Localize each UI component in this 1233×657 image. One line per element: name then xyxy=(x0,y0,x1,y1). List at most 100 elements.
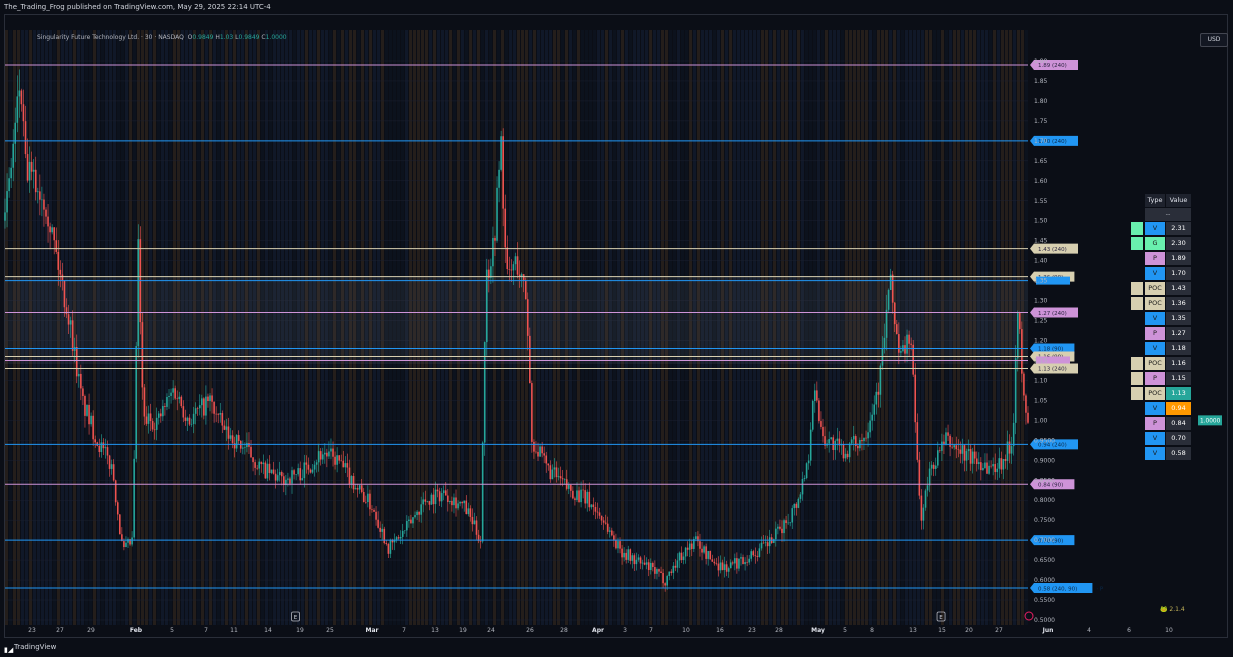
session-stripe xyxy=(881,30,884,625)
candle-body xyxy=(455,497,457,509)
candle-body xyxy=(615,540,617,549)
candle-body xyxy=(801,479,804,495)
candle-body xyxy=(742,557,744,565)
candle-body xyxy=(488,269,490,278)
session-stripe xyxy=(29,30,32,625)
session-stripe xyxy=(221,30,224,625)
candle-body xyxy=(779,526,781,529)
last-price-label: 1.0000 xyxy=(1200,419,1221,425)
candle-body xyxy=(86,404,88,416)
session-stripe xyxy=(561,30,564,625)
x-tick-label: 11 xyxy=(230,627,238,634)
candle-body xyxy=(356,488,359,490)
candle-body xyxy=(512,264,515,271)
candle-body xyxy=(291,470,293,484)
candle-body xyxy=(367,493,369,503)
candle-body xyxy=(539,446,541,457)
session-stripe xyxy=(453,30,456,625)
session-stripe xyxy=(89,30,92,625)
y-tick-label: 0.9000 xyxy=(1034,457,1055,464)
candle-body xyxy=(377,519,379,528)
candle-body xyxy=(391,539,394,543)
candle-body xyxy=(772,539,775,543)
candle-body xyxy=(207,396,209,402)
candle-body xyxy=(908,334,910,344)
session-stripe xyxy=(989,30,992,625)
earnings-marker xyxy=(936,611,946,622)
session-stripe xyxy=(513,30,516,625)
candle-body xyxy=(266,463,269,479)
session-stripe xyxy=(737,30,740,625)
candle-body xyxy=(551,469,554,480)
candle-body xyxy=(690,543,693,549)
candle-body xyxy=(1025,395,1027,413)
candle-body xyxy=(877,391,880,395)
session-stripes xyxy=(5,30,1028,625)
candle-body xyxy=(274,473,277,481)
x-tick-label: 19 xyxy=(296,627,304,634)
table-cell-type: P xyxy=(1145,372,1165,385)
session-stripe xyxy=(973,30,976,625)
candle-body xyxy=(299,468,302,481)
session-stripe xyxy=(529,30,532,625)
session-stripe xyxy=(821,30,824,625)
candle-body xyxy=(920,495,923,521)
x-tick-label: 15 xyxy=(938,627,946,634)
candle-body xyxy=(467,508,470,515)
table-row-flag xyxy=(1131,387,1143,400)
candle-body xyxy=(982,467,984,471)
session-stripe xyxy=(573,30,576,625)
candle-body xyxy=(203,398,205,416)
candle-body xyxy=(1004,459,1007,461)
candle-body xyxy=(188,417,191,425)
table-cell-value: 0.94 xyxy=(1166,402,1191,415)
session-stripe xyxy=(625,30,628,625)
session-stripe xyxy=(889,30,892,625)
session-stripe xyxy=(333,30,336,625)
candle-body xyxy=(49,226,51,233)
candle-body xyxy=(580,489,582,503)
session-stripe xyxy=(249,30,252,625)
candle-body xyxy=(787,522,789,524)
candle-body xyxy=(811,401,814,430)
candle-body xyxy=(155,417,158,430)
currency-button[interactable]: USD xyxy=(1200,33,1228,47)
table-cell-value: 1.15 xyxy=(1166,372,1191,385)
table-row-flag xyxy=(1131,372,1143,385)
session-stripe xyxy=(577,30,580,625)
candle-body xyxy=(695,536,697,539)
candle-body xyxy=(744,562,746,565)
candle-body xyxy=(1027,412,1029,423)
x-tick-label: 23 xyxy=(748,627,756,634)
candle-body xyxy=(408,519,410,521)
session-stripe xyxy=(433,30,436,625)
session-stripe xyxy=(481,30,484,625)
candle-body xyxy=(387,543,390,554)
candle-body xyxy=(151,421,154,430)
session-stripe xyxy=(181,30,184,625)
candle-body xyxy=(746,562,748,563)
candle-body xyxy=(223,425,226,430)
candle-body xyxy=(719,562,722,571)
session-stripe xyxy=(901,30,904,625)
candle-body xyxy=(490,266,492,278)
candle-body xyxy=(889,274,892,291)
session-stripe xyxy=(281,30,284,625)
candle-body xyxy=(471,516,474,525)
candle-body xyxy=(643,562,646,565)
candle-body xyxy=(984,462,986,468)
candle-body xyxy=(24,121,27,155)
session-stripe xyxy=(665,30,668,625)
session-stripe xyxy=(397,30,400,625)
candle-body xyxy=(658,569,660,572)
candle-body xyxy=(160,413,162,417)
candle-body xyxy=(71,320,74,351)
candle-body xyxy=(260,461,263,465)
candle-body xyxy=(604,522,607,524)
x-tick-label: 14 xyxy=(264,627,272,634)
candle-body xyxy=(750,551,753,559)
y-tick-label: 1.20 xyxy=(1034,338,1048,345)
candle-body xyxy=(381,528,384,532)
y-tick-label: 1.85 xyxy=(1034,78,1048,85)
